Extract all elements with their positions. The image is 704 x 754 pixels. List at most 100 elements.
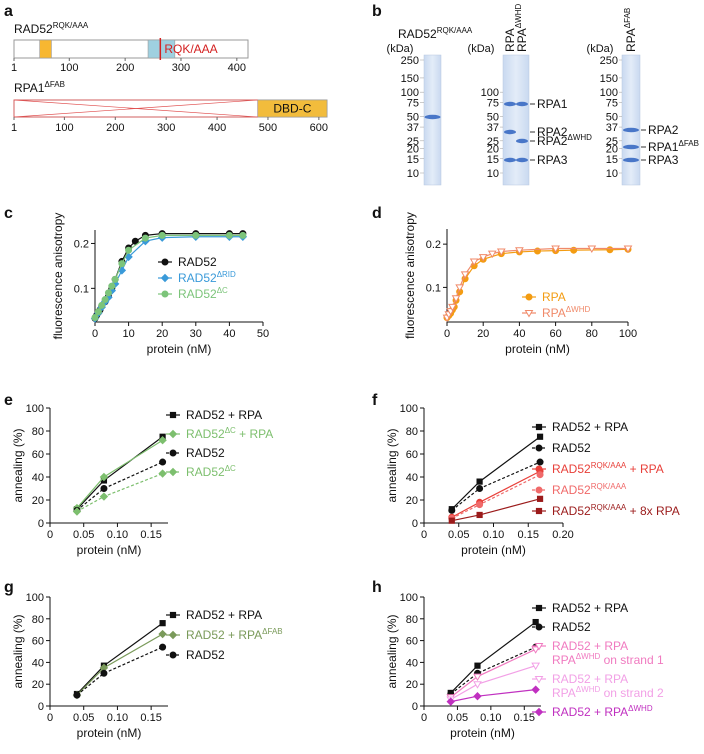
text-part: RAD52 [552,462,591,476]
text-part: RAD52 [14,22,53,36]
y-tick-label: 40 [32,657,44,669]
y-tick-label: 20 [32,495,44,507]
legend-label: RAD52 + RPA [186,608,262,622]
ladder-label: 10 [407,168,419,180]
legend-label: RAD52ΔC [178,286,228,301]
x-tick-label: 0.15 [140,712,161,724]
text-part: RAD52 [552,504,591,518]
gel-band [504,101,516,107]
y-tick-label: 60 [32,636,44,648]
panel-label: a [4,3,13,20]
panel-label: e [4,392,13,409]
marker [448,303,457,312]
text-part: RAD52 [178,287,217,301]
marker [535,507,543,515]
y-axis-label: annealing (%) [11,614,25,688]
text-part: RQK/AAA [591,503,627,512]
legend-label: RAD52RQK/AAA + 8x RPA [552,503,680,518]
domain [39,39,52,59]
text-part: ΔWHD [628,704,653,713]
legend-label: RAD52 + RPA RPAΔWHD on strand 1 [552,639,664,667]
legend-label: RAD52 [552,441,591,455]
text-part: RPA2 [537,134,568,148]
gel-title: RAD52RQK/AAA [398,26,473,41]
y-tick-label: 0.2 [426,239,441,251]
legend-label: RAD52RQK/AAA + RPA [552,461,664,476]
marker [225,231,233,239]
marker [192,231,200,239]
legend-label: RAD52 + RPA RPAΔWHD on strand 2 [552,672,664,700]
x-tick-label: 0.05 [448,529,469,541]
map-tick-label: 300 [157,122,175,134]
x-tick-label: 0 [47,529,53,541]
band-label: RPA1 [537,97,568,111]
text-part: RAD52 + RPA [552,672,628,686]
y-axis-label: annealing (%) [11,428,25,502]
lane-label: RPAΔWHD [514,4,529,52]
marker [536,433,544,440]
x-tick-label: 0.15 [518,529,539,541]
marker [168,429,178,439]
ladder-label: 50 [487,112,499,124]
gel-band [623,144,639,150]
legend-label: RAD52 [178,255,217,269]
x-tick-label: 0.15 [514,712,535,724]
marker [131,237,139,245]
text-part: RQK/AAA [437,26,473,35]
marker [169,651,177,659]
x-tick-label: 0.05 [73,712,94,724]
panel-label: d [372,205,382,222]
marker [606,246,614,254]
marker [448,517,455,524]
marker [158,435,167,445]
marker [99,472,109,482]
y-tick-label: 20 [32,679,44,691]
x-axis-label: protein (nM) [77,543,142,557]
text-part: ΔRID [217,270,236,279]
x-tick-label: 10 [122,328,134,340]
marker [473,673,482,682]
marker [104,289,112,297]
text-part: RPA [624,28,638,52]
marker [460,271,470,279]
ladder-label: 25 [606,136,618,148]
y-tick-label: 60 [32,449,44,461]
text-part: on strand 1 [600,653,664,667]
y-tick-label: 80 [32,426,44,438]
x-tick-label: 0 [47,712,53,724]
y-tick-label: 20 [406,495,418,507]
text-part: ΔC [225,464,236,473]
marker [101,296,109,304]
legend-label: RAD52 [552,620,591,634]
y-tick-label: 40 [406,472,418,484]
x-tick-label: 0 [92,328,98,340]
map-title: RPA1ΔFAB [14,80,65,95]
marker [535,486,543,494]
y-tick-label: 0.1 [426,282,441,294]
legend-label: RAD52 + RPAΔFAB [186,627,283,642]
text-part: ΔFAB [623,8,632,28]
x-axis-label: protein (nM) [450,726,515,740]
x-tick-label: 30 [190,328,202,340]
y-axis-label: fluorescence anisotropy [403,212,417,339]
series-line [76,439,163,509]
text-part: RAD52 + RPA [552,639,628,653]
ladder-label: 37 [487,122,499,134]
mutation-label: RQK/AAA [164,42,217,56]
series-line [450,646,536,695]
ladder-label: 100 [600,87,618,99]
marker [515,247,524,255]
marker [487,250,497,259]
map-tick-label: 1 [11,122,17,134]
text-part: RQK/AAA [591,461,627,470]
x-tick-label: 0.20 [552,529,573,541]
x-tick-label: 0 [444,328,450,340]
marker [99,492,109,501]
legend-label: RAD52ΔRID [178,270,236,285]
marker [72,507,82,516]
marker [535,444,543,452]
legend-label: RAD52ΔC + RPA [186,426,273,441]
text-part: RAD52 [178,271,217,285]
legend-label: RAD52 + RPA [552,601,628,615]
